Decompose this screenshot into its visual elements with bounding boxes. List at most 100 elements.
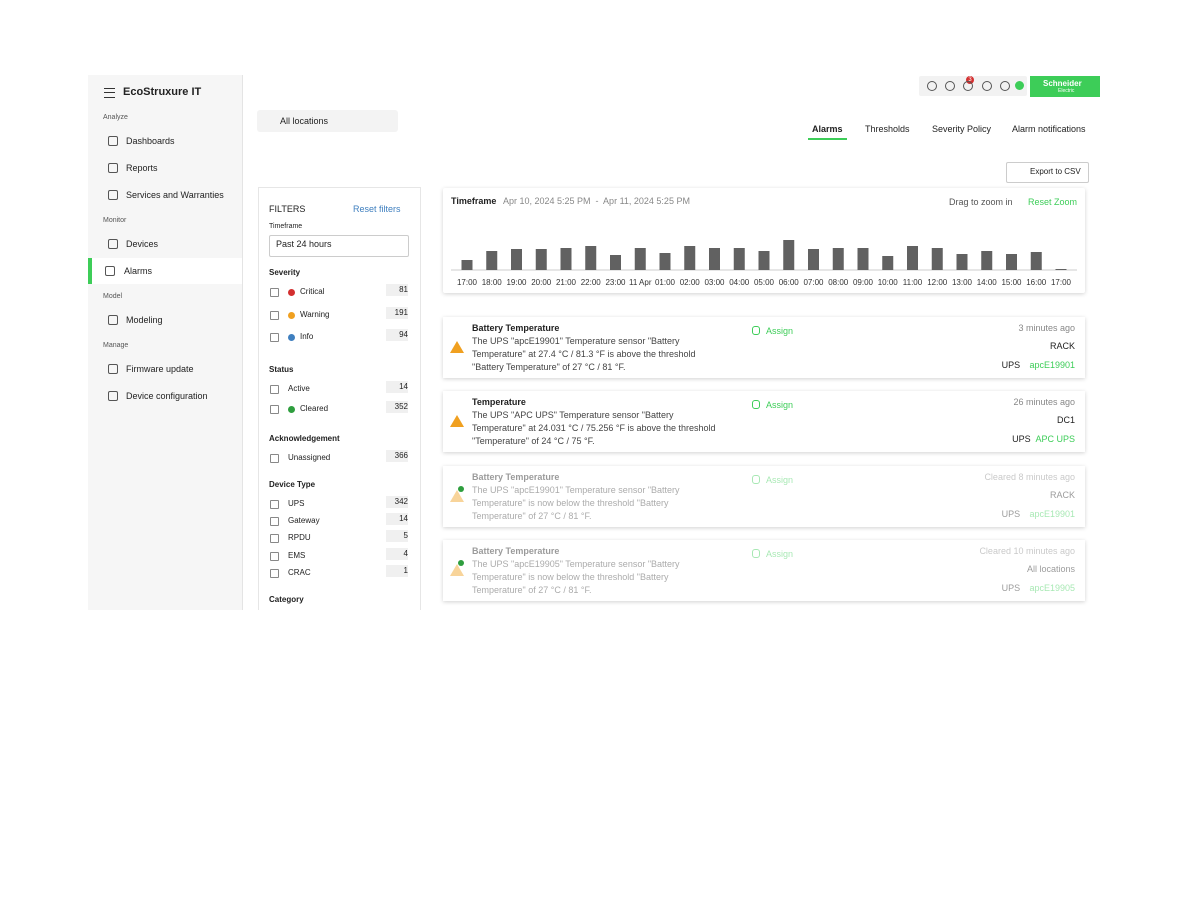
alarm-device-type: UPS [1001,360,1021,370]
x-tick-label: 05:00 [754,278,775,287]
nav-item[interactable]: Reports [126,163,158,173]
status-dot [1015,81,1024,90]
checkbox[interactable] [270,569,279,578]
filter-option: Unassigned [288,452,331,462]
checkbox[interactable] [270,517,279,527]
alarm-text: Temperature" at 27.4 °C / 81.3 °F is abo… [472,349,696,359]
filter-count: 366 [386,449,408,462]
x-tick-label: 06:00 [779,278,800,287]
alarm-text: "Battery Temperature" of 27 °C / 81 °F. [472,362,626,372]
nav-item[interactable]: Devices [126,239,159,249]
reset-filters[interactable]: Reset filters [353,204,401,214]
bar [832,248,844,270]
reset-zoom[interactable]: Reset Zoom [1028,197,1078,207]
timeframe-label: Timeframe [269,223,303,230]
tab[interactable]: Alarm notifications [1012,124,1086,134]
checkbox[interactable] [270,499,279,509]
filter-group: Device Type [269,479,316,489]
bar [758,251,770,270]
bar [981,251,993,270]
warning-icon [450,341,464,353]
sidebar-section: Model [103,293,123,300]
bar [882,256,894,270]
bar [1055,269,1067,270]
filter-count: 14 [386,513,408,526]
x-tick-label: 18:00 [482,278,503,287]
tab[interactable]: Thresholds [865,124,910,134]
filter-option: RPDU [288,533,311,543]
logo[interactable] [1030,76,1100,97]
nav-item[interactable]: Firmware update [126,364,194,374]
severity-icon [288,311,295,319]
bar [511,249,522,270]
checkbox[interactable] [270,534,279,544]
assign[interactable]: Assign [766,400,794,410]
checkbox[interactable] [270,310,279,320]
nav-icon [108,239,118,249]
alarm-device-type: UPS [1001,509,1021,519]
alarm-device[interactable]: apcE19901 [1029,360,1075,370]
nav-icon [108,136,118,146]
alarm-device[interactable]: APC UPS [1035,434,1075,444]
filter-count: 4 [386,547,408,560]
tab[interactable]: Alarms [812,124,843,134]
checkbox[interactable] [270,384,279,394]
assign[interactable]: Assign [766,326,794,336]
toolbar-icon[interactable] [945,81,955,91]
alarm-card [443,391,1085,452]
filter-option: CRAC [288,568,311,577]
nav-item[interactable]: Device configuration [126,391,208,401]
location-select[interactable] [257,110,398,132]
bar [1006,254,1017,270]
toolbar-icon[interactable] [982,81,992,91]
bar [857,248,869,270]
checkbox[interactable] [270,453,279,463]
x-tick-label: 09:00 [853,278,874,287]
checkbox[interactable] [270,333,279,342]
x-tick-label: 01:00 [655,278,676,287]
bar [1030,252,1042,270]
nav-item[interactable]: Services and Warranties [126,190,224,200]
tab[interactable]: Severity Policy [932,124,992,134]
bar [461,260,473,270]
filters-title: FILTERS [269,204,306,214]
alarm-device[interactable]: apcE19905 [1029,583,1075,593]
bar [808,249,819,270]
toolbar-icon[interactable] [927,81,937,91]
assign[interactable]: Assign [766,475,794,485]
nav-item[interactable]: Alarms [124,266,153,276]
filter-option: Info [300,332,314,341]
x-tick-label: 15:00 [1001,278,1022,287]
sidebar-section: Analyze [103,114,128,121]
filter-count: 5 [386,530,408,543]
x-tick-label: 07:00 [803,278,824,287]
alarm-text: The UPS "apcE19905" Temperature sensor "… [472,559,680,569]
alarm-text: Temperature" at 24.031 °C / 75.256 °F is… [472,423,716,433]
checkbox[interactable] [270,551,279,561]
export-label: Export to CSV [1030,167,1081,176]
timeframe-select[interactable] [269,235,409,257]
assign[interactable]: Assign [766,549,794,559]
logo-sub: Electric [1058,88,1075,94]
checkbox[interactable] [270,404,279,414]
checkbox[interactable] [270,288,279,297]
sidebar-section: Monitor [103,217,127,224]
toolbar-icon[interactable] [963,81,973,91]
warning-icon [450,490,464,502]
export-button[interactable] [1006,162,1089,183]
nav-icon [108,391,118,401]
menu-icon-mid [104,92,115,93]
nav-item[interactable]: Modeling [126,315,163,325]
alarm-device[interactable]: apcE19901 [1029,509,1075,519]
severity-icon [288,334,295,341]
bar [634,248,646,270]
chart-title: Timeframe [451,196,497,206]
toolbar-icon[interactable] [1000,81,1010,91]
menu-icon[interactable] [104,88,115,98]
filter-count: 14 [386,380,408,393]
nav-item[interactable]: Dashboards [126,136,175,146]
alarm-device-type: UPS [1012,434,1031,444]
bar [956,254,968,270]
alarm-text: Temperature" is now below the threshold … [472,572,669,582]
bar [907,246,918,270]
